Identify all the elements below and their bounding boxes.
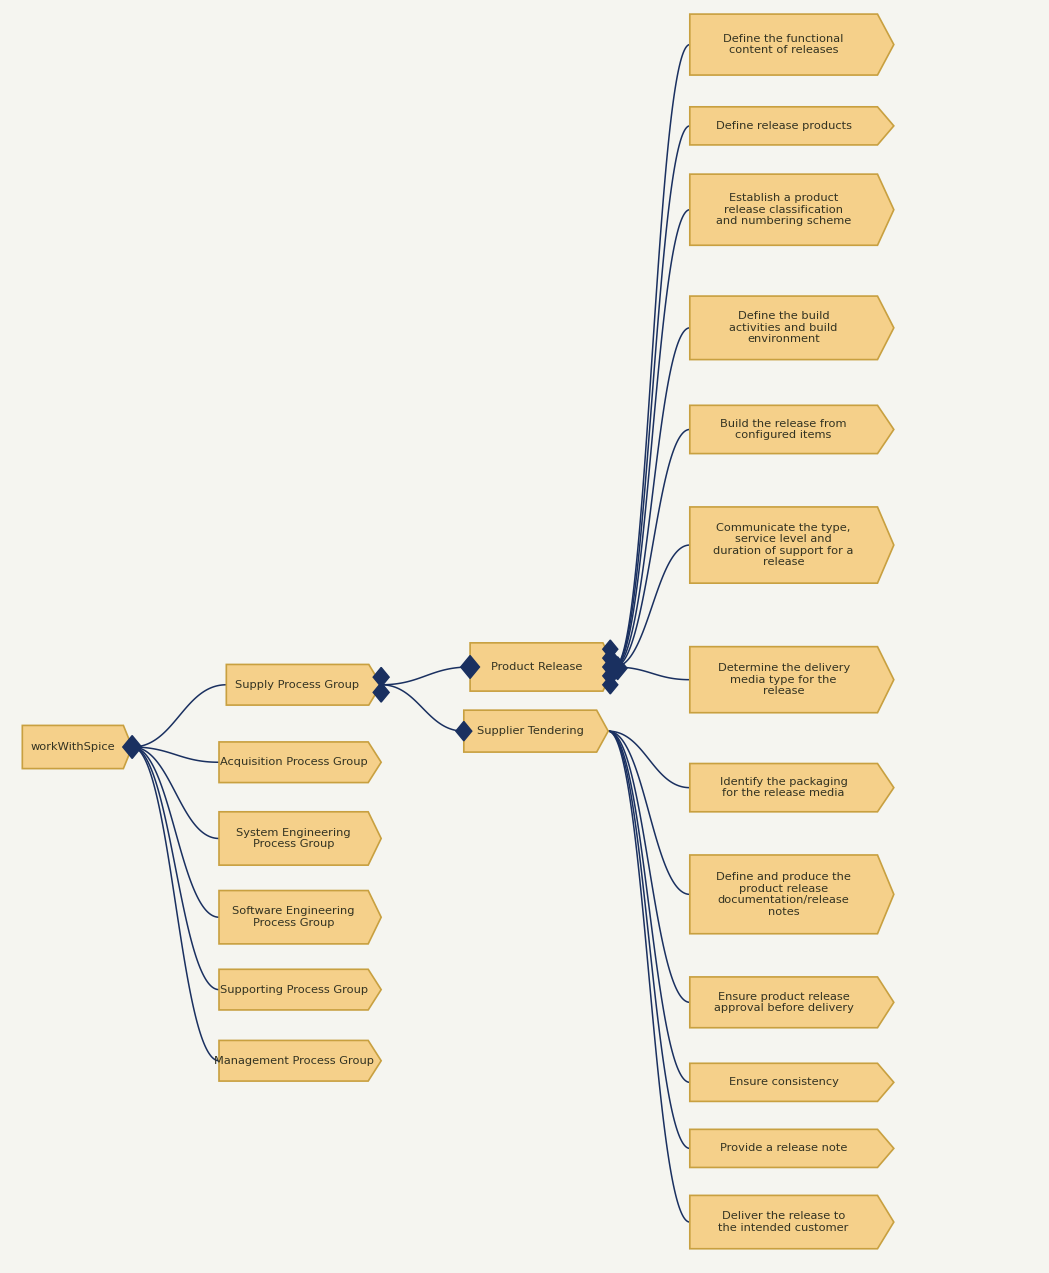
Polygon shape [461,656,479,679]
Text: Establish a product
release classification
and numbering scheme: Establish a product release classificati… [716,193,852,227]
Text: Determine the delivery
media type for the
release: Determine the delivery media type for th… [718,663,850,696]
Text: Identify the packaging
for the release media: Identify the packaging for the release m… [720,777,848,798]
Polygon shape [690,1063,894,1101]
Text: Provide a release note: Provide a release note [720,1143,848,1153]
Text: workWithSpice: workWithSpice [30,742,115,752]
Polygon shape [690,855,894,933]
Polygon shape [219,891,381,943]
Text: Supporting Process Group: Supporting Process Group [219,984,367,994]
Text: System Engineering
Process Group: System Engineering Process Group [236,827,351,849]
Polygon shape [690,1129,894,1167]
Text: Deliver the release to
the intended customer: Deliver the release to the intended cust… [719,1212,849,1232]
Text: Define the functional
content of releases: Define the functional content of release… [724,34,843,56]
Polygon shape [608,657,627,680]
Text: Define and produce the
product release
documentation/release
notes: Define and produce the product release d… [716,872,851,917]
Polygon shape [603,649,618,667]
Polygon shape [373,667,389,687]
Polygon shape [690,976,894,1027]
Polygon shape [22,726,132,769]
Text: Ensure product release
approval before delivery: Ensure product release approval before d… [713,992,854,1013]
Text: Acquisition Process Group: Acquisition Process Group [219,757,367,768]
Text: Ensure consistency: Ensure consistency [729,1077,838,1087]
Text: Communicate the type,
service level and
duration of support for a
release: Communicate the type, service level and … [713,523,854,568]
Polygon shape [219,812,381,866]
Text: Build the release from
configured items: Build the release from configured items [721,419,847,440]
Polygon shape [690,647,894,713]
Polygon shape [690,405,894,453]
Polygon shape [603,667,618,685]
Text: Supplier Tendering: Supplier Tendering [477,726,583,736]
Polygon shape [690,1195,894,1249]
Polygon shape [690,507,894,583]
Text: Define the build
activities and build
environment: Define the build activities and build en… [729,311,838,345]
Polygon shape [464,710,608,752]
Polygon shape [219,742,381,783]
Polygon shape [219,969,381,1009]
Polygon shape [603,640,618,658]
Polygon shape [227,665,381,705]
Polygon shape [690,174,894,246]
Polygon shape [603,658,618,676]
Polygon shape [690,14,894,75]
Polygon shape [690,297,894,359]
Polygon shape [456,722,472,741]
Polygon shape [690,107,894,145]
Text: Define release products: Define release products [715,121,852,131]
Text: Product Release: Product Release [491,662,582,672]
Polygon shape [373,682,389,703]
Polygon shape [470,643,615,691]
Text: Software Engineering
Process Group: Software Engineering Process Group [232,906,355,928]
Polygon shape [219,1040,381,1081]
Polygon shape [603,676,618,694]
Polygon shape [123,736,142,759]
Polygon shape [690,764,894,812]
Text: Management Process Group: Management Process Group [214,1055,373,1066]
Text: Supply Process Group: Supply Process Group [235,680,360,690]
